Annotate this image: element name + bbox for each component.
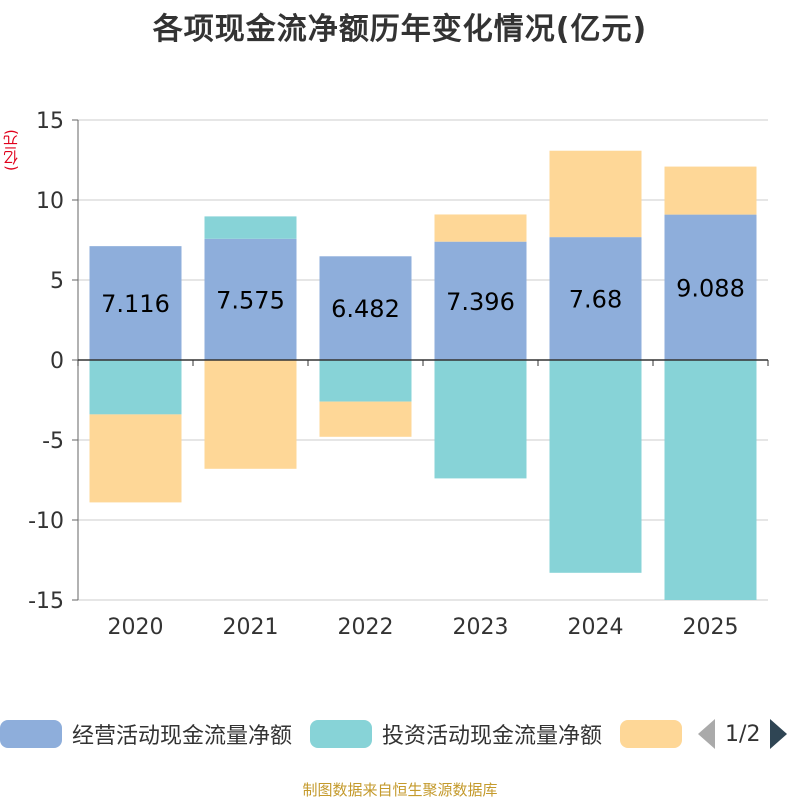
data-source-note: 制图数据来自恒生聚源数据库 (302, 781, 498, 799)
legend-pager: 1/2 (698, 719, 788, 749)
bar-marks (89, 150, 757, 600)
data-label-2021: 7.575 (216, 286, 285, 314)
legend-prev-icon[interactable] (698, 719, 716, 749)
bar-2020-series-0 (89, 246, 182, 360)
bar-2025-series-1 (664, 360, 757, 600)
y-tick-label-0: 0 (50, 349, 64, 374)
bar-2023-series-1 (434, 360, 527, 479)
bar-2023-series-0 (434, 241, 527, 360)
y-tick-label-5: 5 (50, 269, 64, 294)
x-tick-label-2021: 2021 (223, 615, 279, 640)
bar-2021-series-2 (204, 360, 297, 469)
x-tick-label-2024: 2024 (568, 615, 624, 640)
legend: 经营活动现金流量净额 投资活动现金流量净额 1/2 (0, 713, 800, 755)
axes: 15 10 5 0 -5 -10 -15 2020 2021 2022 2023 2024 2025 (28, 109, 769, 640)
data-label-2025: 9.088 (676, 274, 745, 302)
data-label-2023: 7.396 (446, 288, 515, 316)
x-tick-label-2020: 2020 (108, 615, 164, 640)
bar-2020-series-2 (89, 414, 182, 503)
bar-2025-series-0 (664, 214, 757, 360)
chart-title: 各项现金流净额历年变化情况(亿元) (152, 12, 648, 47)
y-tick-label-15: 15 (36, 109, 64, 134)
legend-swatch-investing (310, 720, 373, 748)
legend-swatch-operating (0, 720, 62, 748)
bar-2022-series-0 (319, 256, 412, 360)
x-tick-label-2025: 2025 (683, 615, 739, 640)
data-label-2022: 6.482 (331, 295, 400, 323)
x-tick-label-2023: 2023 (453, 615, 509, 640)
bar-2021-series-0 (204, 238, 297, 360)
legend-item-financing[interactable] (620, 720, 683, 748)
bar-2021-series-1 (204, 216, 297, 239)
legend-item-operating[interactable]: 经营活动现金流量净额 (0, 718, 292, 750)
y-tick-label--15: -15 (28, 589, 64, 614)
y-tick-label-10: 10 (36, 189, 64, 214)
bar-2023-series-2 (434, 214, 527, 242)
x-tick-label-2022: 2022 (338, 615, 394, 640)
bar-2022-series-2 (319, 401, 412, 437)
data-labels: 7.116 7.575 6.482 7.396 7.68 9.088 (101, 274, 745, 323)
legend-swatch-financing (620, 720, 683, 748)
legend-label-operating: 经营活动现金流量净额 (72, 724, 293, 749)
legend-next-icon[interactable] (770, 719, 788, 749)
y-tick-label--5: -5 (42, 429, 64, 454)
data-label-2020: 7.116 (101, 290, 170, 318)
bar-2020-series-1 (89, 360, 182, 415)
bar-2024-series-2 (549, 150, 642, 238)
bar-2022-series-1 (319, 360, 412, 402)
grid-lines (78, 119, 768, 601)
legend-label-investing: 投资活动现金流量净额 (382, 724, 603, 749)
bar-2025-series-2 (664, 166, 757, 215)
bar-2024-series-0 (549, 237, 642, 360)
bar-2024-series-1 (549, 360, 642, 573)
legend-item-investing[interactable]: 投资活动现金流量净额 (310, 718, 602, 750)
legend-page-indicator: 1/2 (725, 721, 761, 747)
y-tick-label--10: -10 (28, 509, 64, 534)
data-label-2024: 7.68 (569, 286, 622, 314)
